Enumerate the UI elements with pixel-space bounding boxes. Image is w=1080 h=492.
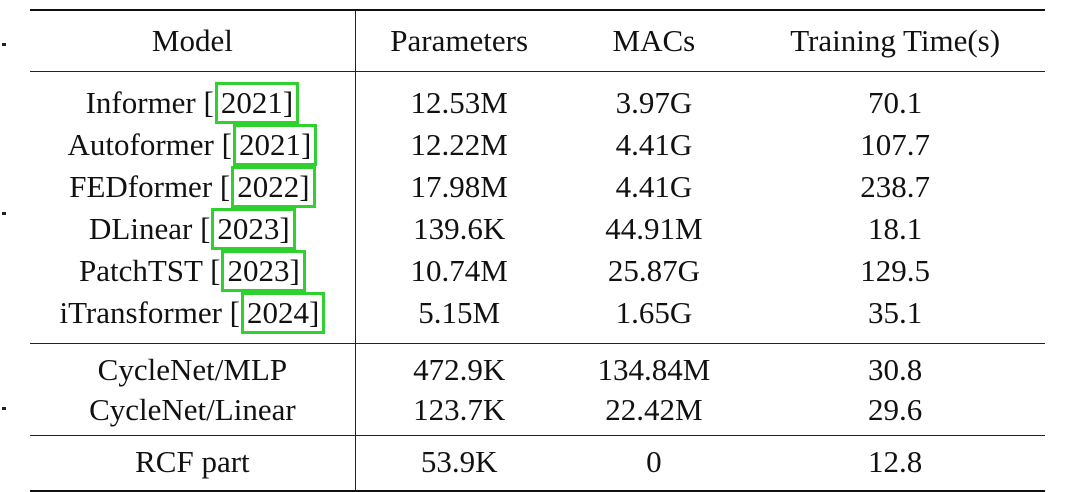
citation-year-highlight: 2021] xyxy=(232,124,318,166)
parameters-cell: 12.22M xyxy=(410,127,508,163)
citation-year-highlight: 2023] xyxy=(221,250,306,292)
model-cell: RCF part xyxy=(30,435,356,492)
header-parameters: Parameters xyxy=(355,9,563,72)
model-name: PatchTST xyxy=(78,253,203,288)
parameters-cell: 53.9K xyxy=(355,435,563,492)
model-cell: DLinear [2023] xyxy=(30,208,356,250)
cyclenet-group: CycleNet/MLP 472.9K 134.84M 30.8 CycleNe… xyxy=(30,343,1045,436)
header-macs: MACs xyxy=(562,9,746,72)
model-name: iTransformer xyxy=(59,295,222,330)
citation-year: 2021 xyxy=(238,127,301,162)
macs-cell: 0 xyxy=(562,435,746,492)
parameters-cell: 139.6K xyxy=(413,211,506,247)
macs-cell: 25.87G xyxy=(607,253,700,289)
model-name: Informer xyxy=(85,85,196,120)
model-cell: iTransformer [2024] xyxy=(30,292,356,344)
training-time-cell: 107.7 xyxy=(860,127,931,163)
macs-cell: 4.41G xyxy=(615,169,693,205)
table-row: CycleNet/MLP 472.9K 134.84M 30.8 xyxy=(30,343,1045,390)
model-cell: CycleNet/Linear xyxy=(30,389,356,436)
training-time-cell: 238.7 xyxy=(860,169,931,205)
training-time-cell: 70.1 xyxy=(868,85,923,121)
citation-bracket: ] xyxy=(308,295,320,330)
header-model: Model xyxy=(30,9,356,72)
rcf-group: RCF part 53.9K 0 12.8 xyxy=(30,435,1045,492)
table-row: FEDformer [2022] 17.98M 4.41G 238.7 xyxy=(30,166,1045,208)
table-header: Model Parameters MACs Training Time(s) xyxy=(30,9,1045,72)
table-row: Autoformer [2021] 12.22M 4.41G 107.7 xyxy=(30,124,1045,166)
citation-year: 2023 xyxy=(217,211,280,246)
citation-year-highlight: 2024] xyxy=(240,292,326,334)
model-cell: CycleNet/MLP xyxy=(30,343,356,390)
left-edge-tick xyxy=(2,212,6,215)
model-name: DLinear xyxy=(89,211,193,246)
model-cell: PatchTST [2023] xyxy=(30,250,356,292)
model-cell: Autoformer [2021] xyxy=(30,124,356,166)
macs-cell: 3.97G xyxy=(615,85,693,121)
table-row: iTransformer [2024] 5.15M 1.65G 35.1 xyxy=(30,292,1045,344)
left-edge-tick xyxy=(2,407,6,410)
table-row: Informer [2021] 12.53M 3.97G 70.1 xyxy=(30,71,1045,124)
parameters-cell: 123.7K xyxy=(413,391,506,427)
citation-bracket: ] xyxy=(282,85,294,120)
model-comparison-table: Model Parameters MACs Training Time(s) I… xyxy=(30,9,1045,492)
citation-year: 2022 xyxy=(237,169,300,204)
model-name: Autoformer xyxy=(67,127,214,162)
parameters-cell: 472.9K xyxy=(355,343,563,390)
training-time-cell: 35.1 xyxy=(868,295,923,331)
training-time-cell: 18.1 xyxy=(868,211,923,247)
macs-cell: 44.91M xyxy=(605,211,703,247)
macs-cell: 1.65G xyxy=(615,295,693,331)
model-cell: Informer [2021] xyxy=(30,71,356,124)
parameters-cell: 12.53M xyxy=(410,85,508,121)
citation-year-highlight: 2023] xyxy=(211,208,296,250)
citation-year: 2024 xyxy=(246,295,309,330)
table-row: DLinear [2023] 139.6K 44.91M 18.1 xyxy=(30,208,1045,250)
citation-year-highlight: 2021] xyxy=(214,82,300,124)
macs-cell: 4.41G xyxy=(615,127,693,163)
citation-year: 2021 xyxy=(220,85,283,120)
model-cell: FEDformer [2022] xyxy=(30,166,356,208)
macs-cell: 134.84M xyxy=(562,343,746,390)
baseline-group: Informer [2021] 12.53M 3.97G 70.1 Autofo… xyxy=(30,71,1045,344)
left-edge-tick xyxy=(2,43,6,46)
training-time-cell: 129.5 xyxy=(860,253,931,289)
training-time-cell: 29.6 xyxy=(868,391,923,427)
parameters-cell: 10.74M xyxy=(410,253,508,289)
citation-bracket: ] xyxy=(300,127,312,162)
training-time-cell: 30.8 xyxy=(745,343,1045,390)
model-name: FEDformer xyxy=(69,169,213,204)
training-time-cell: 12.8 xyxy=(745,435,1045,492)
parameters-cell: 5.15M xyxy=(418,295,501,331)
macs-cell: 22.42M xyxy=(605,391,703,427)
header-training-time: Training Time(s) xyxy=(745,9,1045,72)
table-row: PatchTST [2023] 10.74M 25.87G 129.5 xyxy=(30,250,1045,292)
citation-year-highlight: 2022] xyxy=(231,166,316,208)
parameters-cell: 17.98M xyxy=(410,169,508,205)
citation-year: 2023 xyxy=(227,253,290,288)
citation-bracket: ] xyxy=(279,211,290,246)
header-row: Model Parameters MACs Training Time(s) xyxy=(30,9,1045,72)
table-row: RCF part 53.9K 0 12.8 xyxy=(30,435,1045,492)
table-row: CycleNet/Linear 123.7K 22.42M 29.6 xyxy=(30,389,1045,436)
citation-bracket: ] xyxy=(299,169,310,204)
citation-bracket: ] xyxy=(289,253,300,288)
